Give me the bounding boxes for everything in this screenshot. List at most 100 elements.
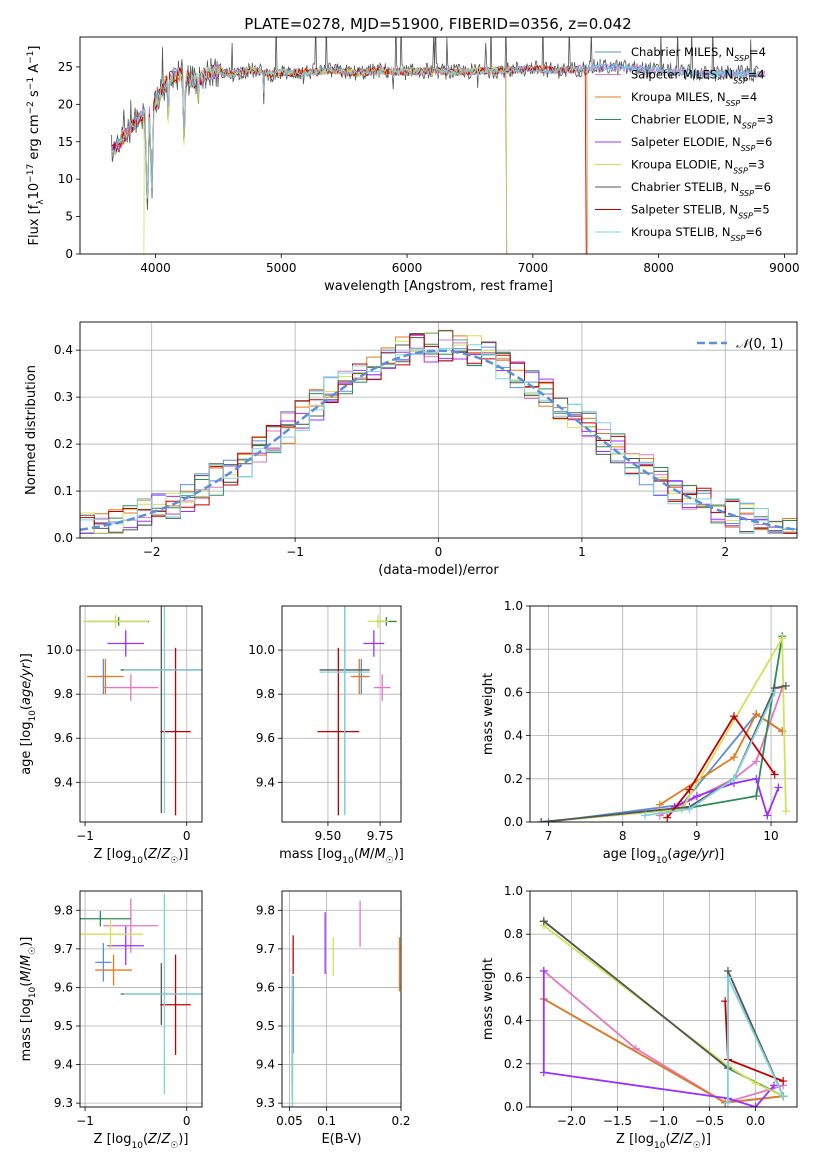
plot-area — [80, 891, 202, 1107]
x-axis-label: Z [log10(Z/Z☉)] — [94, 847, 189, 866]
x-axis-label-part: ☉ — [170, 1141, 178, 1151]
y-axis-label-part: λ — [36, 199, 46, 205]
weight-line — [542, 970, 775, 1107]
legend-val: =6 — [755, 135, 772, 149]
panel-spectrum: 4000 5000 6000 7000 8000 9000 0 5 10 15 20 25 Chabri… — [26, 36, 800, 294]
y-tick-label: 9.5 — [256, 1019, 275, 1033]
y-axis-label-part: A — [27, 64, 42, 77]
legend-val: =4 — [740, 90, 757, 104]
y-axis-label-part: 10 — [27, 183, 42, 200]
y-axis-label-part: −17 — [26, 164, 36, 183]
panel-weight_vs_Z: −2.0 −1.5 −1.0 −0.5 0.0 0.0 0.2 0.4 0.6 0.8 1.0 Z [… — [481, 884, 798, 1151]
y-tick-label: 0.0 — [54, 531, 73, 545]
axes-frame — [529, 605, 798, 823]
legend-text: Chabrier MILES, N — [631, 45, 734, 59]
axes-frame — [281, 605, 402, 823]
x-axis-label-part: Z [log — [94, 1132, 132, 1147]
x-axis-label: wavelength [Angstrom, rest frame] — [324, 279, 553, 294]
x-axis-label-part: )] — [178, 1132, 188, 1147]
x-tick-label: 0.05 — [276, 1114, 303, 1128]
legend-sub: SSP — [739, 189, 754, 198]
weight-line — [659, 712, 783, 806]
y-axis-label-part: mass [log — [19, 998, 34, 1061]
weight-line — [543, 970, 784, 1104]
y-tick-label: 10 — [58, 172, 73, 186]
y-tick-label: 15 — [58, 135, 73, 149]
legend-normal: 𝒩(0, 1) — [736, 337, 783, 352]
histogram-series — [80, 333, 797, 538]
y-tick-label: 0.3 — [54, 390, 73, 404]
y-axis-label-part: erg cm — [27, 114, 42, 163]
x-axis-label-part: Z — [160, 1132, 171, 1147]
plot-area — [530, 891, 797, 1107]
y-tick-label: 20 — [58, 97, 73, 111]
x-axis-label: age [log10(age/yr)] — [603, 847, 725, 866]
legend-val: =3 — [748, 158, 765, 172]
y-tick-label: 9.8 — [54, 687, 73, 701]
y-tick-label: 1.0 — [504, 599, 523, 613]
y-tick-label: 9.7 — [54, 942, 73, 956]
x-axis-label-part: mass [log — [279, 847, 342, 862]
plot-area — [282, 891, 401, 1107]
x-axis-label-part: Z — [160, 847, 171, 862]
weight-line — [541, 636, 784, 822]
x-axis-label-part: / — [157, 847, 162, 862]
y-tick-label: 9.5 — [54, 1019, 73, 1033]
y-axis-label-part: mass weight — [481, 673, 496, 755]
legend-sub: SSP — [733, 76, 748, 85]
y-axis-label: mass [log10(M/M☉)] — [19, 937, 38, 1062]
x-tick-label: 9000 — [769, 261, 800, 275]
x-axis-label-part: / — [370, 847, 375, 862]
y-axis-label: mass weight — [481, 673, 496, 755]
x-tick-label: 4000 — [140, 261, 171, 275]
y-tick-label: 9.4 — [54, 1058, 73, 1072]
x-axis-label-part: ( — [667, 847, 672, 862]
x-axis-label-part: 10 — [131, 856, 143, 866]
y-tick-label: 0.0 — [504, 815, 523, 829]
x-axis-label-part: M — [374, 847, 385, 862]
panel-age_vs_Z: −1 09.49.69.810.0Z [log10(Z/Z☉)]age [log1… — [19, 605, 203, 866]
axes-frame — [529, 890, 798, 1108]
y-axis-label-part: 10 — [28, 710, 38, 722]
x-axis-label-part: )] — [701, 1132, 711, 1147]
y-tick-label: 0.4 — [54, 343, 73, 357]
axes-frame — [79, 321, 798, 539]
x-axis-label-part: wavelength [Angstrom, rest frame] — [324, 279, 553, 294]
y-tick-label: 0.8 — [504, 927, 523, 941]
x-tick-label: 9.50 — [315, 829, 342, 843]
legend-text: Chabrier ELODIE, N — [631, 113, 742, 127]
x-tick-label: 6000 — [392, 261, 423, 275]
x-axis-label-part: Z — [670, 1132, 681, 1147]
legend-sub: SSP — [741, 144, 756, 153]
y-tick-label: 9.6 — [256, 980, 275, 994]
legend-sub: SSP — [733, 166, 748, 175]
x-tick-label: 1 — [578, 545, 586, 559]
y-axis-label-part: ( — [19, 982, 34, 987]
legend-text: Kroupa ELODIE, N — [631, 158, 733, 172]
x-axis-label-part: E(B-V) — [321, 1132, 361, 1147]
weight-line — [541, 635, 787, 822]
plot-area — [80, 606, 202, 822]
y-tick-label: 0 — [65, 247, 73, 261]
legend-sub: SSP — [726, 99, 741, 108]
x-axis-label-part: ( — [665, 1132, 670, 1147]
x-axis-label: mass [log10(M/M☉)] — [279, 847, 404, 866]
legend-sub: SSP — [731, 234, 746, 243]
y-tick-label: 9.7 — [256, 942, 275, 956]
panel-residuals: −2 −1 0 1 2 0.0 0.1 0.2 0.3 0.4 𝒩(0, 1) (data-model… — [24, 321, 798, 578]
x-axis-label-part: 10 — [131, 1141, 143, 1151]
y-axis-label-part: ] — [27, 46, 42, 51]
y-axis-label-part: ☉ — [28, 947, 38, 955]
legend-sub: SSP — [734, 54, 749, 63]
y-tick-label: 10.0 — [248, 643, 275, 657]
x-tick-label: 0 — [183, 1114, 191, 1128]
x-axis-label: Z [log10(Z/Z☉)] — [94, 1132, 189, 1151]
y-tick-label: 9.4 — [256, 775, 275, 789]
x-axis-label-part: ☉ — [693, 1141, 701, 1151]
y-tick-label: 0.2 — [54, 437, 73, 451]
weight-line — [644, 692, 776, 817]
legend-sub: SSP — [742, 121, 757, 130]
x-tick-label: −1.0 — [649, 1114, 678, 1128]
